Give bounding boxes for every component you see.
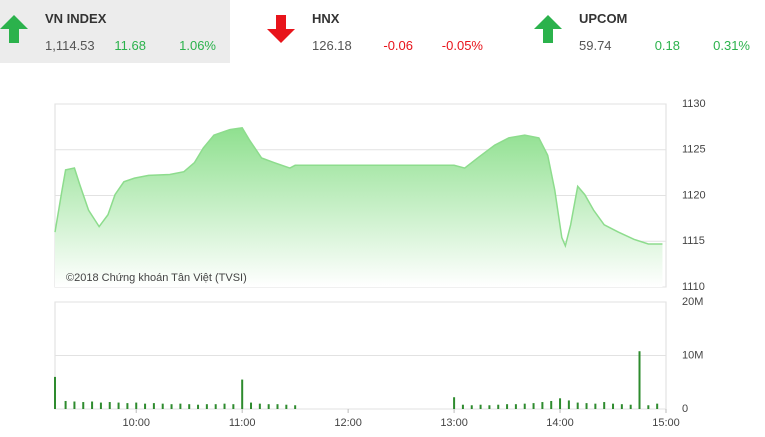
- volume-bar: [453, 397, 456, 409]
- y-tick-label: 20M: [682, 296, 703, 308]
- volume-bar: [656, 403, 659, 409]
- volume-bar: [126, 403, 129, 409]
- volume-bar: [541, 402, 544, 409]
- index-percent: 1.06%: [179, 38, 216, 53]
- volume-bar: [258, 403, 261, 409]
- volume-bar: [161, 403, 164, 409]
- watermark: ©2018 Chứng khoán Tân Việt (TVSI): [66, 272, 247, 284]
- volume-bar: [585, 403, 588, 409]
- direction-arrow: [267, 15, 295, 43]
- index-change: -0.06: [383, 38, 413, 53]
- volume-bar: [506, 404, 509, 409]
- volume-bar: [603, 402, 606, 409]
- y-tick-label: 1130: [682, 98, 706, 110]
- volume-bar: [232, 404, 235, 409]
- volume-bar: [152, 403, 155, 409]
- volume-bar: [550, 400, 553, 409]
- volume-bar: [461, 404, 464, 409]
- index-value: 1,114.53: [45, 38, 95, 53]
- x-tick-label: 12:00: [334, 417, 362, 429]
- volume-bar: [117, 402, 120, 409]
- volume-bar: [620, 404, 623, 409]
- volume-bar: [144, 403, 147, 409]
- volume-bar: [559, 398, 562, 409]
- volume-bar: [594, 403, 597, 409]
- index-name: HNX: [312, 11, 340, 26]
- volume-bar: [82, 402, 85, 409]
- y-tick-label: 1125: [682, 144, 706, 156]
- direction-arrow: [534, 15, 562, 43]
- volume-bar: [497, 404, 500, 409]
- volume-bar: [223, 403, 226, 409]
- volume-bar: [514, 404, 517, 409]
- x-tick-label: 11:00: [229, 417, 256, 429]
- volume-bar: [99, 402, 102, 409]
- index-value: 126.18: [312, 38, 352, 53]
- index-change: 0.18: [654, 38, 680, 53]
- price-line: [54, 126, 663, 249]
- y-tick-label: 10M: [682, 349, 703, 361]
- area-fill: [55, 127, 663, 287]
- y-tick-label: 1120: [682, 189, 706, 201]
- volume-bar: [170, 404, 173, 409]
- volume-bar: [179, 403, 182, 409]
- x-tick-label: 14:00: [546, 417, 574, 429]
- x-tick-label: 15:00: [652, 417, 680, 429]
- index-tile: VN INDEX 1,114.53 11.68 1.06%: [0, 0, 230, 63]
- volume-bar: [91, 401, 94, 409]
- index-percent: -0.05%: [441, 38, 483, 53]
- volume-bar: [197, 404, 200, 409]
- volume-bar: [488, 405, 491, 409]
- y-tick-label: 1115: [682, 235, 705, 247]
- volume-bar: [276, 404, 279, 409]
- volume-bar: [135, 402, 138, 409]
- direction-arrow: [0, 15, 28, 43]
- index-name: VN INDEX: [45, 11, 107, 26]
- volume-bar: [108, 402, 111, 409]
- volume-bar: [267, 404, 270, 409]
- arrow-shape: [267, 15, 295, 43]
- volume-bar: [470, 405, 473, 409]
- x-tick-label: 10:00: [122, 417, 150, 429]
- index-tile: HNX 126.18 -0.06 -0.05%: [267, 0, 497, 63]
- index-tile: UPCOM 59.74 0.18 0.31%: [534, 0, 764, 63]
- volume-bar: [285, 404, 288, 409]
- volume-bar: [54, 376, 56, 409]
- index-name: UPCOM: [579, 11, 628, 26]
- index-percent: 0.31%: [713, 38, 750, 53]
- volume-bar: [647, 405, 650, 409]
- volume-bar: [576, 402, 579, 409]
- volume-bar: [638, 351, 641, 409]
- volume-bar: [523, 403, 526, 409]
- volume-bar: [241, 379, 244, 409]
- volume-bar: [532, 403, 535, 409]
- index-value: 59.74: [579, 38, 612, 53]
- volume-bar: [294, 405, 297, 409]
- volume-bar: [629, 404, 632, 409]
- index-bar: VN INDEX 1,114.53 11.68 1.06% HNX 126.18 -0.06…: [0, 0, 765, 63]
- volume-bar: [479, 404, 482, 409]
- arrow-shape: [0, 15, 28, 43]
- volume-bar: [214, 404, 217, 409]
- y-tick-label: 0: [682, 403, 688, 415]
- volume-bar: [205, 404, 208, 409]
- arrow-shape: [534, 15, 562, 43]
- volume-bar: [250, 402, 253, 409]
- volume-bar: [64, 400, 67, 409]
- volume-bar: [567, 400, 570, 409]
- volume-bar: [73, 401, 76, 409]
- volume-bar: [612, 403, 615, 409]
- volume-bar: [188, 404, 191, 409]
- index-change: 11.68: [114, 38, 146, 53]
- y-tick-label: 1110: [682, 281, 705, 293]
- x-tick-label: 13:00: [440, 417, 468, 429]
